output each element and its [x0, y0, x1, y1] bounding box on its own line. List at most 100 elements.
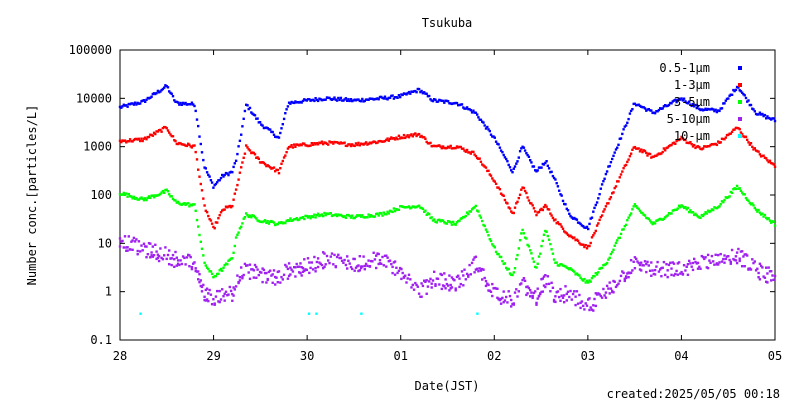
- data-point: [541, 239, 544, 243]
- data-point: [145, 198, 148, 202]
- data-point: [739, 131, 743, 134]
- data-point: [208, 175, 211, 178]
- data-point: [425, 92, 428, 95]
- data-point: [263, 219, 267, 222]
- data-point: [752, 148, 755, 151]
- data-point: [503, 262, 507, 265]
- data-point: [594, 229, 597, 233]
- data-point: [642, 213, 645, 216]
- data-point: [226, 263, 229, 266]
- data-point: [667, 212, 671, 215]
- data-point: [662, 105, 666, 108]
- data-point: [322, 267, 325, 270]
- data-point: [626, 121, 629, 124]
- data-point: [188, 265, 191, 268]
- data-point: [497, 186, 500, 189]
- data-point: [224, 290, 228, 293]
- data-point: [621, 228, 624, 231]
- data-point: [373, 215, 377, 218]
- data-point: [323, 211, 326, 215]
- data-point: [569, 289, 572, 293]
- data-point: [308, 261, 311, 264]
- data-point: [434, 220, 437, 223]
- data-point: [542, 163, 546, 166]
- data-point: [674, 208, 677, 211]
- data-point: [367, 213, 370, 216]
- data-point: [526, 285, 529, 288]
- data-point: [363, 216, 366, 219]
- data-point: [203, 204, 206, 207]
- data-point: [238, 276, 242, 279]
- data-point: [766, 281, 769, 284]
- data-point: [561, 227, 565, 230]
- data-point: [344, 144, 348, 147]
- data-point: [147, 242, 151, 245]
- data-point: [395, 136, 398, 139]
- data-point: [188, 254, 191, 257]
- data-point: [401, 271, 404, 275]
- data-point: [459, 282, 462, 286]
- data-point: [699, 147, 702, 150]
- data-point: [410, 133, 413, 136]
- data-point: [454, 289, 457, 292]
- data-point: [627, 276, 630, 279]
- data-point: [287, 219, 291, 223]
- data-point: [218, 179, 221, 182]
- data-point: [491, 282, 494, 286]
- data-point: [371, 260, 374, 263]
- data-point: [694, 212, 697, 215]
- data-point: [280, 221, 283, 224]
- data-point: [396, 137, 399, 141]
- data-point: [212, 298, 215, 301]
- data-point: [523, 236, 527, 239]
- data-point: [175, 100, 178, 104]
- data-point: [499, 192, 503, 195]
- data-point: [179, 259, 182, 262]
- data-point: [373, 140, 377, 144]
- data-point: [448, 220, 451, 223]
- series-1: [118, 125, 777, 250]
- data-point: [155, 130, 158, 133]
- data-point: [277, 270, 281, 273]
- data-point: [301, 267, 305, 270]
- data-point: [188, 205, 191, 208]
- data-point: [404, 206, 407, 209]
- data-point: [386, 210, 389, 213]
- data-point: [614, 241, 618, 245]
- data-point: [308, 215, 311, 218]
- data-point: [734, 88, 738, 92]
- data-point: [290, 100, 293, 104]
- data-point: [313, 213, 316, 216]
- data-point: [184, 144, 187, 147]
- data-point: [460, 103, 464, 106]
- data-point: [622, 167, 625, 170]
- data-point: [473, 153, 476, 156]
- data-point: [202, 197, 205, 200]
- data-point: [756, 267, 759, 270]
- data-point: [181, 101, 185, 105]
- data-point: [410, 286, 413, 289]
- data-point: [242, 156, 245, 159]
- data-point: [120, 106, 123, 109]
- data-point: [301, 216, 305, 219]
- data-point: [388, 96, 392, 99]
- data-point: [271, 273, 274, 276]
- data-point: [573, 216, 576, 220]
- data-point: [173, 99, 176, 102]
- data-point: [643, 260, 647, 263]
- data-point: [468, 210, 471, 213]
- data-point: [479, 216, 483, 219]
- data-point: [433, 270, 436, 273]
- data-point: [147, 97, 151, 100]
- data-point: [407, 90, 411, 94]
- data-point: [758, 153, 762, 156]
- data-point: [202, 283, 205, 287]
- data-point: [285, 108, 288, 111]
- data-point: [700, 254, 703, 258]
- y-tick-label: 1000: [83, 140, 112, 154]
- data-point: [546, 164, 549, 167]
- data-point: [703, 257, 706, 261]
- data-point: [705, 145, 708, 148]
- data-point: [631, 108, 634, 111]
- data-point: [316, 99, 320, 103]
